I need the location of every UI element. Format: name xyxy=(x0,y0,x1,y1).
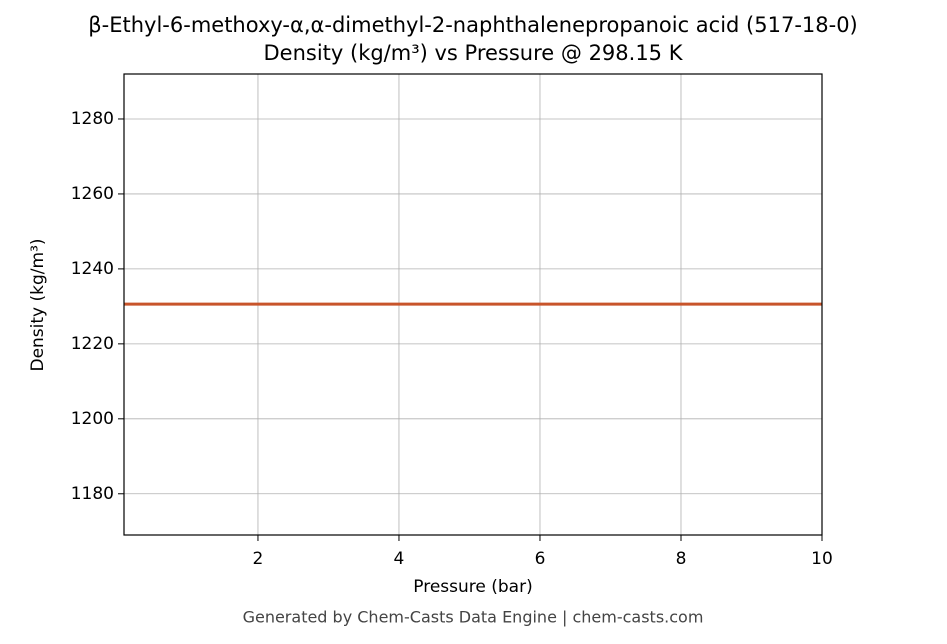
chart-title: β-Ethyl-6-methoxy-α,α-dimethyl-2-naphtha… xyxy=(88,13,858,37)
x-axis-label: Pressure (bar) xyxy=(413,577,532,597)
y-axis-label: Density (kg/m³) xyxy=(28,238,48,371)
y-tick-label: 1220 xyxy=(71,334,114,354)
y-tick-label: 1280 xyxy=(71,109,114,129)
x-tick-label: 8 xyxy=(676,549,687,569)
plot-frame xyxy=(123,73,823,536)
x-tick-label: 6 xyxy=(535,549,546,569)
chart-subtitle: Density (kg/m³) vs Pressure @ 298.15 K xyxy=(263,41,683,65)
y-tick-label: 1180 xyxy=(71,484,114,504)
x-tick-label: 4 xyxy=(394,549,405,569)
x-tick-label: 10 xyxy=(811,549,833,569)
y-tick-label: 1200 xyxy=(71,409,114,429)
x-tick-label: 2 xyxy=(253,549,264,569)
y-tick-label: 1240 xyxy=(71,259,114,279)
footer: Generated by Chem-Casts Data Engine | ch… xyxy=(243,608,704,627)
y-tick-label: 1260 xyxy=(71,184,114,204)
